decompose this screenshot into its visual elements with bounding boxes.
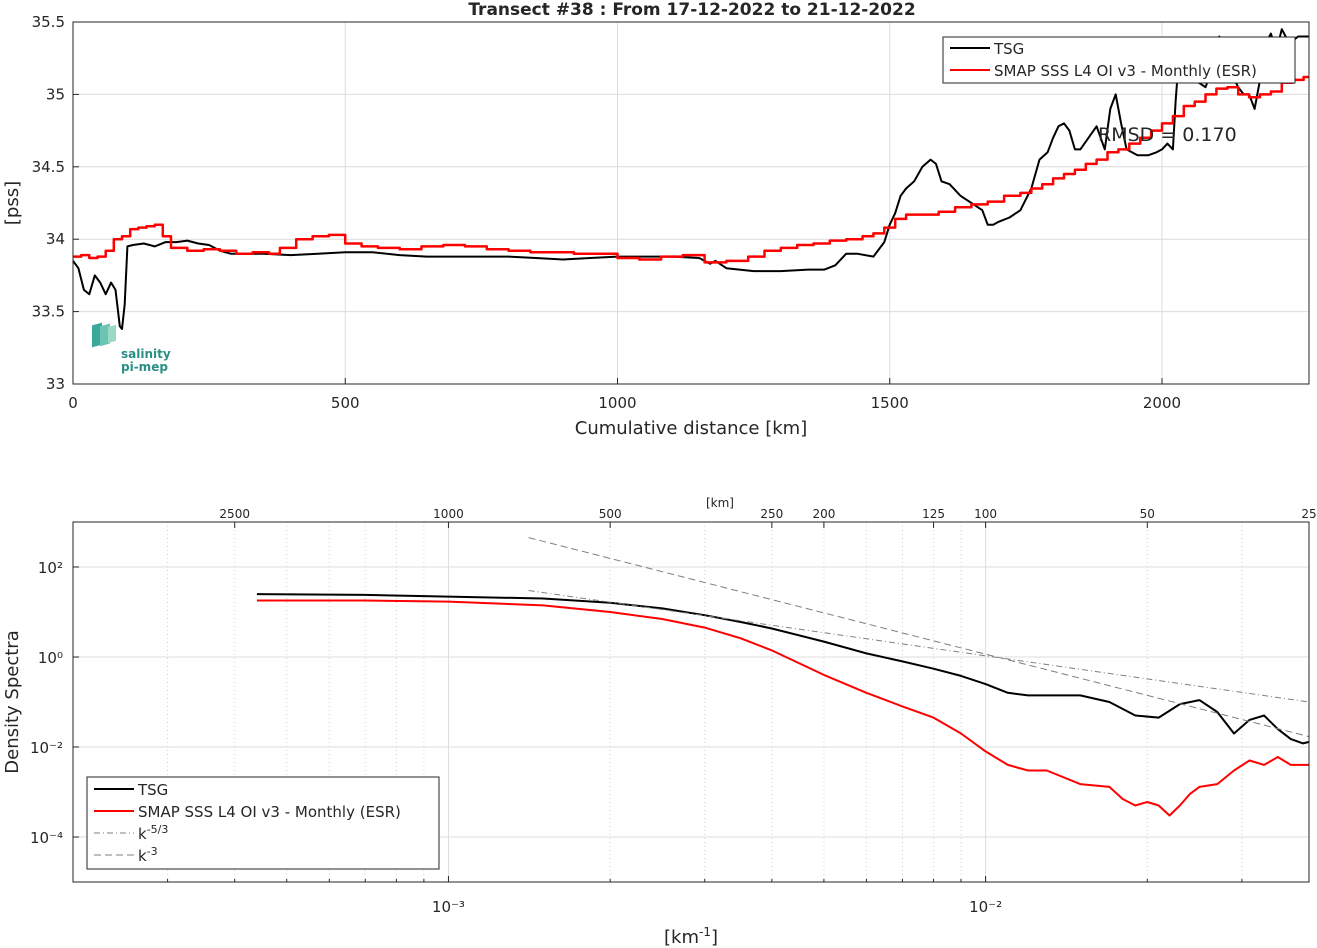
logo-text-line2: pi-mep [121, 360, 168, 374]
rmsd-annotation: RMSD = 0.170 [1098, 124, 1237, 146]
series-line-smap [73, 75, 1309, 264]
top-legend: TSG SMAP SSS L4 OI v3 - Monthly (ESR) [942, 36, 1296, 84]
spectrum-line-smap [256, 599, 1309, 817]
x-tick-label: 2000 [1143, 394, 1181, 412]
slope-line-k3 [528, 537, 1310, 738]
top-tick-label: 250 [760, 507, 783, 521]
bottom-legend: TSG SMAP SSS L4 OI v3 - Monthly (ESR) k-… [86, 776, 440, 870]
y-tick-label: 34 [46, 230, 65, 248]
top-tick-label: 100 [974, 507, 997, 521]
top-tick-label: 125 [922, 507, 945, 521]
x-tick-label: 0 [68, 394, 78, 412]
bottom-x-axis-label: [km-1] [664, 925, 718, 948]
y-tick-label: 10⁰ [38, 649, 63, 667]
spectrum-line-tsg [256, 593, 1310, 745]
legend-label-smap: SMAP SSS L4 OI v3 - Monthly (ESR) [138, 803, 401, 821]
top-x-axis-label: Cumulative distance [km] [575, 418, 807, 439]
bottom-series [256, 537, 1310, 817]
bottom-ticks: 10⁻³ 10⁻² 10⁻⁴ 10⁻² 10⁰ 10² 2500 1000 500 250 200 1… [30, 507, 1317, 916]
x-tick-label: 1000 [598, 394, 636, 412]
y-tick-label: 10⁻² [30, 739, 63, 757]
top-legend-box [942, 36, 1296, 84]
bottom-y-axis-label: Density Spectra [2, 630, 23, 773]
slope-line-k53 [528, 590, 1310, 703]
top-ticks: 0 500 1000 1500 2000 33 33.5 34 34.5 35 35.5 [32, 13, 1181, 412]
y-tick-label: 34.5 [32, 158, 65, 176]
top-tick-label: 200 [812, 507, 835, 521]
bottom-axes-box [72, 521, 1310, 883]
legend-label-k53: k-5/3 [138, 823, 168, 844]
top-tick-label: 1000 [433, 507, 464, 521]
y-tick-label: 35 [46, 85, 65, 103]
y-tick-label: 35.5 [32, 13, 65, 31]
logo-mark [108, 324, 116, 344]
top-tick-label: 500 [599, 507, 622, 521]
x-tick-label: 500 [331, 394, 360, 412]
top-tick-label: 25 [1301, 507, 1316, 521]
y-tick-label: 33.5 [32, 303, 65, 321]
chart-title: Transect #38 : From 17-12-2022 to 21-12-… [468, 0, 915, 20]
y-tick-label: 33 [46, 375, 65, 393]
legend-label-k3: k-3 [138, 845, 158, 866]
bottom-legend-box [86, 776, 440, 870]
salinity-pi-mep-logo: salinity pi-mep [92, 322, 171, 374]
y-tick-label: 10² [38, 559, 63, 577]
top-axes-box [72, 21, 1310, 385]
top-axis-unit-label: [km] [706, 496, 734, 510]
density-spectra-panel: 10⁻³ 10⁻² 10⁻⁴ 10⁻² 10⁰ 10² 2500 1000 500 250 200 1… [2, 496, 1317, 948]
salinity-transect-panel: 0 500 1000 1500 2000 33 33.5 34 34.5 35 35.5 Cumul… [2, 13, 1310, 439]
legend-label-tsg: TSG [137, 781, 168, 799]
legend-label-tsg: TSG [993, 40, 1024, 58]
logo-mark [92, 322, 102, 348]
logo-mark [100, 323, 110, 347]
top-tick-label: 2500 [219, 507, 250, 521]
x-tick-label: 10⁻³ [432, 898, 465, 916]
legend-label-smap: SMAP SSS L4 OI v3 - Monthly (ESR) [994, 62, 1257, 80]
top-tick-label: 50 [1140, 507, 1155, 521]
top-y-axis-label: [pss] [2, 181, 23, 225]
y-tick-label: 10⁻⁴ [30, 829, 63, 847]
logo-text-line1: salinity [121, 347, 171, 361]
x-tick-label: 1500 [871, 394, 909, 412]
x-tick-label: 10⁻² [969, 898, 1002, 916]
